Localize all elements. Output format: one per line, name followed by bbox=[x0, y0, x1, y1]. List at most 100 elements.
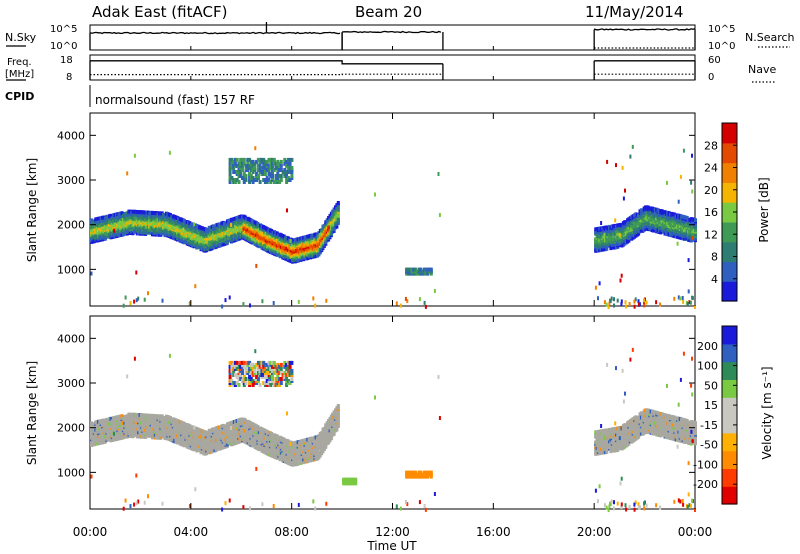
power-cell bbox=[643, 298, 645, 303]
freq-label-line2: [MHz] bbox=[5, 69, 34, 80]
beam-label: Beam 20 bbox=[355, 3, 422, 21]
power-cell bbox=[267, 163, 271, 168]
power-cell bbox=[257, 234, 261, 239]
power-cell bbox=[691, 295, 694, 300]
power-cell bbox=[624, 188, 626, 193]
power-cell bbox=[235, 170, 239, 174]
power-cell bbox=[655, 300, 658, 305]
colorbar-swatch bbox=[722, 142, 737, 164]
power-cell bbox=[274, 174, 278, 178]
power-cell bbox=[193, 222, 196, 227]
power-cell bbox=[276, 165, 280, 170]
power-cell bbox=[249, 174, 253, 178]
power-cell bbox=[274, 165, 278, 170]
power-cell bbox=[168, 150, 171, 155]
power-cell bbox=[90, 218, 93, 223]
power-cell bbox=[418, 297, 421, 302]
power-cell bbox=[256, 168, 260, 172]
power-cell bbox=[624, 300, 627, 305]
power-cell bbox=[279, 163, 283, 168]
power-cell bbox=[232, 163, 236, 168]
power-cell bbox=[249, 168, 253, 172]
power-cell bbox=[639, 208, 643, 213]
power-cell bbox=[133, 153, 136, 158]
power-cell bbox=[296, 258, 300, 263]
power-cell bbox=[271, 161, 274, 166]
power-cell bbox=[288, 157, 292, 162]
power-cell bbox=[615, 163, 617, 168]
power-cell bbox=[679, 174, 682, 179]
power-cell bbox=[191, 222, 195, 227]
power-cell bbox=[233, 170, 237, 174]
power-cell bbox=[228, 165, 232, 170]
power-cell bbox=[613, 303, 615, 308]
power-cell bbox=[335, 224, 339, 229]
power-cell bbox=[255, 172, 259, 176]
nsky-line-segment bbox=[342, 30, 442, 34]
range-tick-label: 3000 bbox=[57, 174, 85, 187]
power-cell bbox=[419, 267, 423, 272]
power-cell bbox=[285, 170, 289, 174]
power-cell bbox=[241, 157, 244, 162]
power-cell bbox=[395, 301, 398, 306]
colorbar-swatch bbox=[722, 221, 737, 243]
power-cell bbox=[129, 301, 132, 306]
power-cell bbox=[691, 153, 693, 158]
power-cell bbox=[248, 172, 252, 176]
velocity-scatter bbox=[90, 347, 697, 513]
power-cell bbox=[230, 223, 233, 227]
power-cell bbox=[251, 176, 255, 180]
power-cell bbox=[694, 305, 696, 309]
colorbar-swatch bbox=[722, 241, 737, 263]
power-cell bbox=[265, 168, 269, 172]
power-cell bbox=[246, 157, 250, 162]
power-cell bbox=[424, 304, 427, 309]
power-cell bbox=[256, 163, 260, 168]
power-cell bbox=[598, 281, 601, 286]
power-cell bbox=[256, 174, 260, 178]
power-cell bbox=[429, 267, 433, 272]
power-cell bbox=[413, 267, 417, 272]
power-cell bbox=[230, 161, 234, 166]
power-cell bbox=[694, 232, 697, 237]
power-cell bbox=[228, 172, 232, 176]
power-cell bbox=[594, 285, 597, 290]
nsky-panel: N.Sky 10^5 10^0 10^5 10^0 N.Search bbox=[5, 22, 795, 52]
power-cell bbox=[325, 298, 328, 303]
power-colorbar-label: Power [dB] bbox=[757, 177, 771, 242]
power-cell bbox=[603, 232, 606, 237]
power-cell bbox=[239, 174, 243, 178]
power-cell bbox=[126, 171, 129, 176]
power-cell bbox=[254, 146, 257, 151]
power-cell bbox=[614, 218, 617, 223]
power-cell bbox=[239, 170, 243, 174]
power-cell bbox=[109, 213, 113, 218]
power-cell bbox=[267, 168, 271, 172]
power-cell bbox=[424, 267, 428, 272]
power-cell bbox=[262, 161, 266, 166]
power-cell bbox=[283, 161, 287, 166]
nsky-label: N.Sky bbox=[5, 31, 37, 44]
power-cell bbox=[251, 180, 255, 184]
power-cell bbox=[261, 299, 264, 304]
power-cell bbox=[607, 305, 610, 310]
colorbar-swatch bbox=[722, 281, 737, 302]
power-cell bbox=[616, 298, 619, 303]
power-cell bbox=[262, 157, 266, 162]
power-cell bbox=[286, 170, 290, 174]
power-cell bbox=[428, 267, 431, 272]
power-cell bbox=[652, 228, 656, 233]
power-cell bbox=[248, 178, 252, 182]
colorbar-tick-label: 16 bbox=[704, 206, 718, 219]
power-cell bbox=[246, 168, 250, 172]
power-cell bbox=[248, 157, 252, 162]
power-cell bbox=[281, 170, 285, 174]
power-cell bbox=[221, 304, 224, 309]
power-cell bbox=[249, 303, 251, 308]
power-cell bbox=[687, 258, 690, 263]
power-cell bbox=[251, 163, 255, 168]
power-cell bbox=[681, 296, 684, 300]
power-cell bbox=[620, 299, 623, 304]
power-cell bbox=[272, 180, 276, 184]
